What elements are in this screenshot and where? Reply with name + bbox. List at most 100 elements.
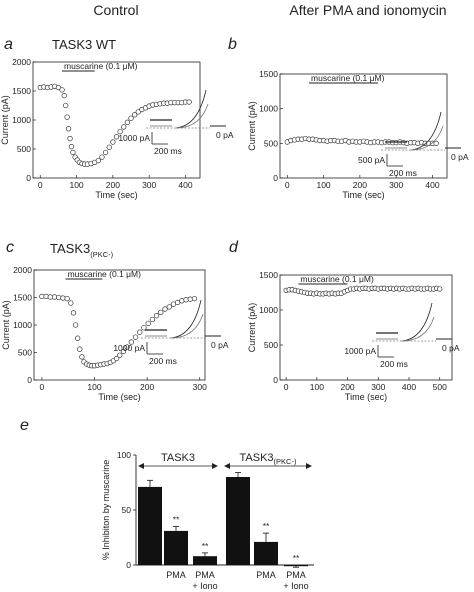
- panel-b-ytick-label: 0: [273, 173, 278, 183]
- panel-c-data-point: [113, 355, 120, 362]
- panel-a-ytick-label: 0: [26, 173, 31, 183]
- panel-b-ytick-label: 1500: [259, 69, 278, 79]
- panel-d-xtick-label: 100: [310, 382, 324, 392]
- panel-e-bar: [193, 556, 217, 565]
- panel-c-xtick-label: 300: [193, 382, 207, 392]
- panel-c-xtick-label: 200: [140, 382, 154, 392]
- panel-c-title-main: TASK3: [50, 241, 90, 256]
- panel-a-data-point: [135, 109, 141, 115]
- panel-a-xtick-label: 0: [38, 180, 43, 190]
- panel-d-x-axis-label: Time (sec): [345, 392, 387, 402]
- panel-a-data-point: [63, 102, 69, 109]
- panel-e-bar: [226, 477, 250, 565]
- panel-c-inset-ramp-trace-2: [170, 313, 204, 339]
- panel-e-group-label: TASK3(PKC-): [240, 452, 297, 466]
- panel-a-inset-ramp-trace-2: [175, 103, 209, 129]
- panel-b-xtick-label: 400: [425, 180, 439, 190]
- panel-c-data-point: [132, 334, 139, 340]
- panel-a-data-point: [113, 134, 120, 140]
- panel-a-data-point: [110, 139, 116, 145]
- panel-a-data-point: [106, 144, 112, 150]
- panel-a-data-point: [102, 149, 109, 156]
- panel-d-xtick-label: 0: [284, 382, 289, 392]
- panel-c-inset-current-scale: 1000 pA: [113, 343, 145, 353]
- panel-a-data-point: [70, 149, 76, 156]
- panel-c-data-point: [162, 306, 168, 312]
- panel-c-data-point: [120, 348, 127, 355]
- panel-e-ytick-label: 0: [126, 560, 131, 570]
- panel-b-xtick-label: 200: [353, 180, 367, 190]
- panel-d-inset-time-scale: 200 ms: [380, 359, 408, 369]
- panel-a-data-point: [132, 112, 138, 118]
- panel-e-bar: [138, 486, 162, 565]
- panel-e-category-label: PMA: [166, 570, 186, 580]
- panel-b-ytick-label: 1000: [259, 104, 278, 114]
- panel-c-data-point: [158, 309, 164, 316]
- panel-a-data-point: [68, 144, 75, 150]
- panel-e-y-axis-label: % Inhibiton by muscarine: [101, 460, 111, 561]
- panel-c-data-point: [124, 344, 130, 350]
- panel-a-xtick-label: 400: [178, 180, 192, 190]
- panel-c-inset-zero-label: 0 pA: [211, 340, 229, 350]
- panel-c-data-point: [166, 304, 172, 310]
- panel-a-data-point: [95, 157, 101, 164]
- panel-a-inset-zero-label: 0 pA: [216, 130, 234, 140]
- panel-a-data-point: [61, 92, 67, 99]
- panel-e-bar: [254, 541, 278, 565]
- panel-c-data-point: [183, 297, 189, 303]
- panel-d-muscarine-label: muscarine (0.1 μM): [300, 274, 374, 284]
- panel-b-inset-ramp-trace-2: [410, 125, 444, 151]
- panel-c-xtick-label: 0: [40, 382, 45, 392]
- panel-e-category-label-2: + Iono: [283, 581, 308, 591]
- panel-c-data-point: [137, 329, 143, 335]
- panel-e-significance: **: [263, 521, 270, 531]
- column-header-left: Control: [93, 2, 138, 18]
- panel-a-xtick-label: 100: [69, 180, 83, 190]
- panel-c-data-point: [70, 310, 77, 316]
- panel-d-ytick-label: 1000: [259, 305, 278, 315]
- panel-letter-d: d: [229, 239, 239, 256]
- panel-b-inset-current-scale: 500 pA: [358, 155, 385, 165]
- panel-a-data-point: [186, 99, 192, 105]
- panel-c-data-point: [75, 335, 81, 341]
- panel-e-ytick-label: 50: [122, 505, 132, 515]
- panel-a-data-point: [55, 84, 62, 91]
- panel-d-ytick-label: 500: [264, 340, 278, 350]
- panel-c-data-point: [56, 294, 62, 301]
- panel-e-category-label: PMA: [256, 570, 276, 580]
- panel-a-x-axis-label: Time (sec): [95, 190, 137, 200]
- panel-c-ytick-label: 500: [18, 348, 32, 358]
- panel-e-chart: 0 50 100 % Inhibiton by muscarine ** PMA ** PMA…: [101, 450, 314, 591]
- panel-c-data-point: [117, 352, 123, 358]
- panel-c-muscarine-label: muscarine (0.1 μM): [68, 269, 142, 279]
- panel-e-significance: **: [293, 553, 300, 563]
- panel-d-frame: [279, 274, 453, 381]
- panel-d-xtick-label: 400: [402, 382, 416, 392]
- panel-e-category-label: PMA: [286, 570, 306, 580]
- panel-b-muscarine-label: muscarine (0.1 μM): [311, 73, 385, 83]
- panel-a-data-point: [59, 87, 65, 93]
- panel-c-frame: [33, 269, 206, 381]
- panel-d-y-axis-label: Current (pA): [247, 303, 257, 353]
- panel-d-inset-ramp-trace-2: [401, 316, 435, 342]
- panel-a-data-point: [64, 114, 70, 120]
- panel-c-data-point: [153, 313, 160, 319]
- panel-c-data-point: [191, 295, 198, 302]
- panel-b-y-axis-label: Current (pA): [247, 101, 257, 151]
- panel-b-xtick-label: 100: [316, 180, 330, 190]
- panel-a-inset-current-scale: 1000 pA: [118, 133, 150, 143]
- panel-a-y-axis-label: Current (pA): [0, 95, 10, 145]
- panel-d-ytick-label: 1500: [259, 270, 278, 280]
- panel-b-xtick-label: 0: [285, 180, 290, 190]
- panel-c-data-point: [51, 294, 58, 300]
- panel-e-arrowhead-right: [306, 463, 312, 469]
- panel-b-chart: 0 100 200 300 400 0 500 1000 1500 Time (sec) Curre…: [247, 69, 469, 200]
- panel-a-ytick-label: 2000: [12, 57, 31, 67]
- panel-c-ytick-label: 2000: [13, 265, 32, 275]
- panel-e-arrowhead-left: [224, 463, 230, 469]
- panel-c-data-point: [60, 295, 66, 301]
- panel-letter-c: c: [6, 239, 14, 256]
- panel-b-inset-zero-label: 0 pA: [451, 152, 469, 162]
- panel-e-significance: **: [202, 541, 209, 551]
- panel-letter-b: b: [228, 36, 237, 53]
